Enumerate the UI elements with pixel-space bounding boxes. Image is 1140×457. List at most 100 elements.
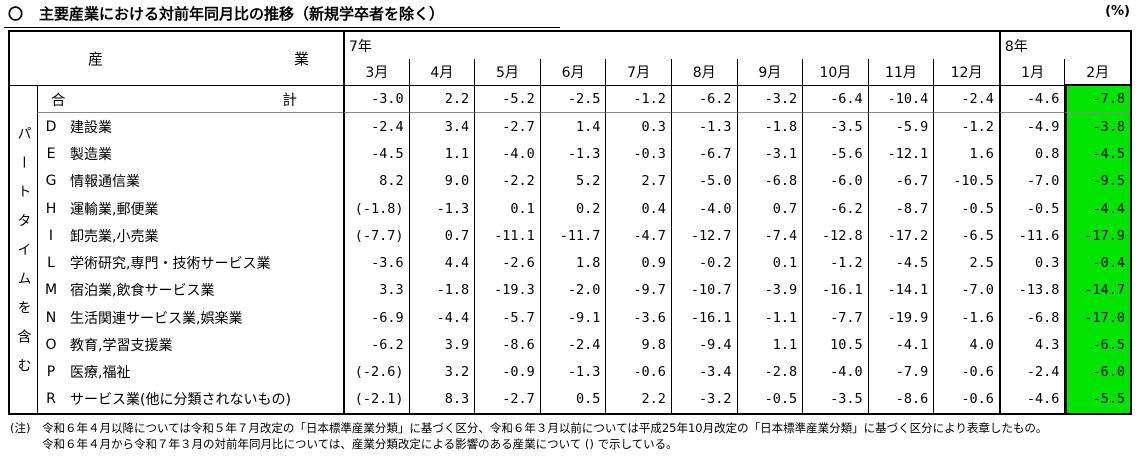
value-cell: 0.7	[736, 195, 803, 223]
value-cell: (-1.8)	[343, 195, 409, 223]
total-value-cell: -2.5	[539, 86, 606, 114]
value-cell: -0.5	[736, 385, 803, 413]
value-cell: -0.2	[670, 249, 737, 277]
year-header-7: 7年	[343, 32, 999, 59]
month-header: 9月	[736, 59, 803, 86]
row-name: 医療,福祉	[70, 365, 131, 382]
circle-bullet-icon: 〇	[8, 5, 24, 23]
value-cell: -2.8	[736, 358, 803, 386]
value-cell: -2.7	[474, 385, 540, 413]
value-cell: -3.2	[670, 385, 737, 413]
value-cell: -6.8	[736, 167, 803, 195]
industry-header-left: 産	[88, 50, 104, 68]
value-cell: -9.4	[670, 331, 737, 359]
row-code: E	[37, 140, 64, 168]
value-cell: -4.9	[998, 113, 1065, 141]
total-value-cell: -3.2	[736, 86, 803, 114]
value-cell: 1.1	[736, 331, 803, 359]
value-cell: -9.5	[1064, 167, 1130, 195]
month-header: 8月	[670, 59, 737, 86]
total-row-label: 合計	[37, 86, 343, 114]
value-cell: -5.6	[802, 140, 868, 168]
total-value-cell: 2.2	[408, 86, 475, 114]
value-cell: 0.4	[605, 195, 671, 223]
page-title-text: 主要産業における対前年同月比の推移（新規学卒者を除く）	[39, 5, 445, 23]
value-cell: -0.6	[605, 358, 671, 386]
footnote-prefix: (注)	[10, 421, 31, 435]
page-title: 〇 主要産業における対前年同月比の推移（新規学卒者を除く）	[4, 3, 560, 28]
month-header: 11月	[867, 59, 934, 86]
row-code: N	[37, 304, 64, 332]
value-cell: -1.2	[802, 249, 868, 277]
row-name: 建設業	[70, 119, 112, 136]
value-cell: 8.2	[343, 167, 409, 195]
value-cell: -0.5	[998, 195, 1065, 223]
side-label-parttime: パートタイムを含む	[15, 126, 32, 387]
value-cell: -7.0	[998, 167, 1065, 195]
row-code: L	[37, 249, 64, 277]
row-code: G	[37, 167, 64, 195]
value-cell: -10.5	[933, 167, 999, 195]
value-cell: 0.2	[539, 195, 606, 223]
value-cell: -4.5	[1064, 140, 1130, 168]
footnote-line-2: 令和６年４月から令和７年３月の対前年同月比については、産業分類改定による影響のあ…	[42, 437, 678, 451]
value-cell: 0.3	[605, 113, 671, 141]
value-cell: -4.6	[998, 385, 1065, 413]
value-cell: -11.7	[539, 222, 606, 250]
value-cell: -9.7	[605, 276, 671, 304]
value-cell: -6.0	[802, 167, 868, 195]
value-cell: -4.4	[408, 304, 475, 332]
month-header: 7月	[605, 59, 671, 86]
value-cell: -2.6	[474, 249, 540, 277]
value-cell: -0.3	[605, 140, 671, 168]
value-cell: -2.0	[539, 276, 606, 304]
value-cell: -5.0	[670, 167, 737, 195]
value-cell: (-2.6)	[343, 358, 409, 386]
value-cell: -3.5	[802, 113, 868, 141]
row-code: H	[37, 195, 64, 223]
industry-header-right: 業	[293, 50, 309, 68]
value-cell: -3.5	[802, 385, 868, 413]
value-cell: 4.0	[933, 331, 999, 359]
value-cell: 1.6	[933, 140, 999, 168]
value-cell: -3.9	[736, 276, 803, 304]
value-cell: 2.7	[605, 167, 671, 195]
row-code: P	[37, 358, 64, 386]
value-cell: -8.6	[474, 331, 540, 359]
value-cell: -1.2	[933, 113, 999, 141]
row-code: R	[37, 385, 64, 413]
value-cell: -7.7	[802, 304, 868, 332]
value-cell: -12.7	[670, 222, 737, 250]
value-cell: -0.4	[1064, 249, 1130, 277]
row-code: D	[37, 113, 64, 141]
total-value-cell: -10.4	[867, 86, 934, 114]
value-cell: -2.4	[343, 113, 409, 141]
unit-label: (%)	[1105, 4, 1130, 19]
value-cell: -0.5	[933, 195, 999, 223]
value-cell: -14.7	[1064, 276, 1130, 304]
value-cell: -0.6	[933, 358, 999, 386]
value-cell: -12.8	[802, 222, 868, 250]
value-cell: 2.5	[933, 249, 999, 277]
value-cell: -1.3	[539, 140, 606, 168]
value-cell: -4.5	[867, 249, 934, 277]
value-cell: -2.4	[998, 358, 1065, 386]
value-cell: 10.5	[802, 331, 868, 359]
value-cell: -3.1	[736, 140, 803, 168]
row-name: 運輸業,郵便業	[70, 201, 159, 218]
value-cell: -3.8	[1064, 113, 1130, 141]
value-cell: -3.4	[670, 358, 737, 386]
value-cell: 1.8	[539, 249, 606, 277]
total-label-left: 合	[51, 92, 66, 109]
value-cell: -13.8	[998, 276, 1065, 304]
total-value-cell: -2.4	[933, 86, 999, 114]
value-cell: -4.1	[867, 331, 934, 359]
total-value-cell: -3.0	[343, 86, 409, 114]
value-cell: 3.9	[408, 331, 475, 359]
value-cell: -2.4	[539, 331, 606, 359]
value-cell: -1.3	[539, 358, 606, 386]
month-header: 3月	[343, 59, 409, 86]
value-cell: -6.5	[1064, 331, 1130, 359]
row-name: 卸売業,小売業	[70, 228, 159, 245]
